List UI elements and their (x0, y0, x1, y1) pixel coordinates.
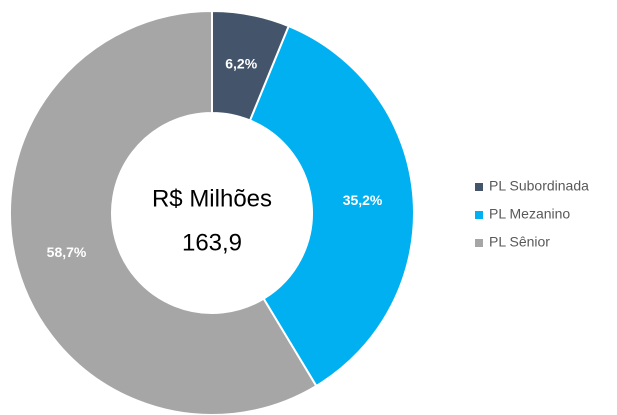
center-value: 163,9 (182, 229, 242, 256)
donut-slice (211, 9, 290, 122)
data-label: 35,2% (343, 192, 383, 208)
data-label: 58,7% (47, 244, 87, 260)
legend-label: PL Mezanino (489, 206, 570, 222)
donut-slice (9, 9, 318, 415)
donut-slice (248, 24, 415, 388)
legend-label: PL Subordinada (489, 178, 589, 194)
legend-swatch (475, 211, 483, 219)
center-title: R$ Milhões (152, 185, 272, 212)
data-label: 6,2% (225, 56, 257, 72)
legend-swatch (475, 183, 483, 191)
legend-label: PL Sênior (489, 234, 550, 250)
legend-swatch (475, 239, 483, 247)
